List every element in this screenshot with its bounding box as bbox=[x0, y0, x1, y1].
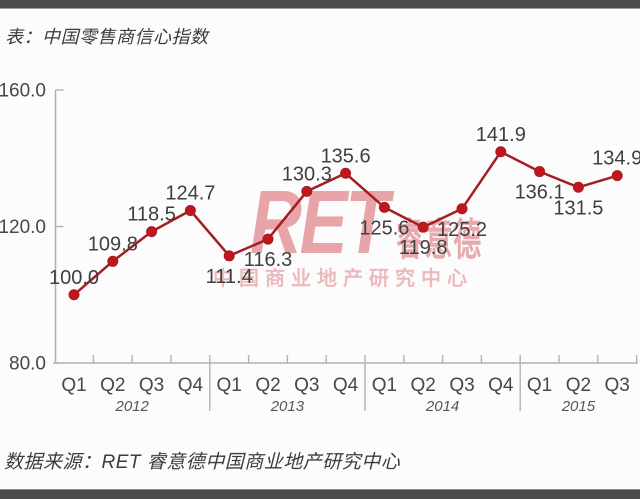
chart-title: 表：中国零售商信心指数 bbox=[5, 27, 209, 47]
data-point-label: 119.8 bbox=[399, 237, 448, 259]
x-axis-quarter-label: Q3 bbox=[449, 375, 474, 396]
data-point bbox=[68, 289, 80, 301]
x-axis-quarter-label: Q3 bbox=[139, 375, 164, 396]
data-point bbox=[184, 204, 196, 216]
data-point bbox=[456, 203, 468, 215]
data-point-label: 124.7 bbox=[165, 182, 215, 204]
x-axis-year-label: 2015 bbox=[561, 398, 596, 415]
y-axis-tick-label: 120.0 bbox=[0, 217, 46, 238]
data-point bbox=[572, 181, 584, 193]
data-point bbox=[534, 166, 546, 178]
data-point bbox=[417, 221, 429, 233]
data-point-label: 109.8 bbox=[88, 233, 138, 255]
data-point bbox=[495, 146, 507, 158]
x-axis-year-label: 2013 bbox=[270, 398, 305, 415]
x-axis-quarter-label: Q2 bbox=[411, 375, 436, 396]
x-axis-quarter-label: Q2 bbox=[255, 375, 280, 396]
x-axis-year-label: 2014 bbox=[425, 398, 459, 415]
x-axis-quarter-label: Q1 bbox=[61, 375, 86, 396]
data-point bbox=[611, 170, 623, 182]
confidence-index-line-chart: 160.0 120.0 80.0 Q1 Q2 Q3 Q4 2012 Q1 Q2 Q3 Q4 2013 Q1… bbox=[0, 81, 640, 416]
data-point bbox=[378, 201, 390, 213]
data-source-note: 数据来源：RET 睿意德中国商业地产研究中心 bbox=[4, 452, 401, 473]
data-point-label: 125.6 bbox=[359, 217, 409, 239]
data-point bbox=[107, 255, 119, 267]
x-axis-quarter-label: Q1 bbox=[217, 375, 242, 396]
data-point bbox=[262, 233, 274, 245]
bottom-border-bar bbox=[0, 489, 640, 499]
x-axis-quarter-label: Q2 bbox=[100, 375, 125, 396]
y-axis-tick-label: 80.0 bbox=[9, 354, 46, 375]
data-point bbox=[340, 167, 352, 179]
x-axis-quarter-label: Q1 bbox=[372, 375, 397, 396]
data-point-label: 131.5 bbox=[553, 197, 603, 219]
data-point-label: 118.5 bbox=[127, 204, 176, 226]
data-point-label: 135.6 bbox=[321, 145, 371, 167]
x-axis-year-label: 2012 bbox=[115, 398, 150, 415]
data-point-label: 111.4 bbox=[206, 266, 253, 288]
data-point-label: 130.3 bbox=[282, 163, 332, 185]
top-border-bar bbox=[0, 0, 640, 9]
x-axis-quarter-label: Q1 bbox=[527, 375, 552, 396]
data-point-label: 125.2 bbox=[437, 219, 487, 241]
data-point-label: 136.1 bbox=[515, 182, 565, 204]
data-point bbox=[146, 226, 158, 238]
x-axis-quarter-label: Q3 bbox=[294, 375, 319, 396]
x-axis-quarter-label: Q3 bbox=[605, 375, 630, 396]
y-axis-tick-label: 160.0 bbox=[0, 81, 46, 102]
data-point bbox=[223, 250, 235, 262]
x-axis-quarter-label: Q4 bbox=[333, 375, 359, 396]
data-point-label: 100.0 bbox=[49, 267, 99, 289]
x-axis-quarter-label: Q4 bbox=[178, 375, 204, 396]
data-point-label: 116.3 bbox=[244, 249, 293, 271]
data-point-label: 134.9 bbox=[592, 148, 640, 170]
x-axis-quarter-label: Q2 bbox=[566, 375, 591, 396]
data-point-label: 141.9 bbox=[476, 124, 526, 146]
x-axis-quarter-label: Q4 bbox=[488, 375, 514, 396]
data-point bbox=[301, 185, 313, 197]
